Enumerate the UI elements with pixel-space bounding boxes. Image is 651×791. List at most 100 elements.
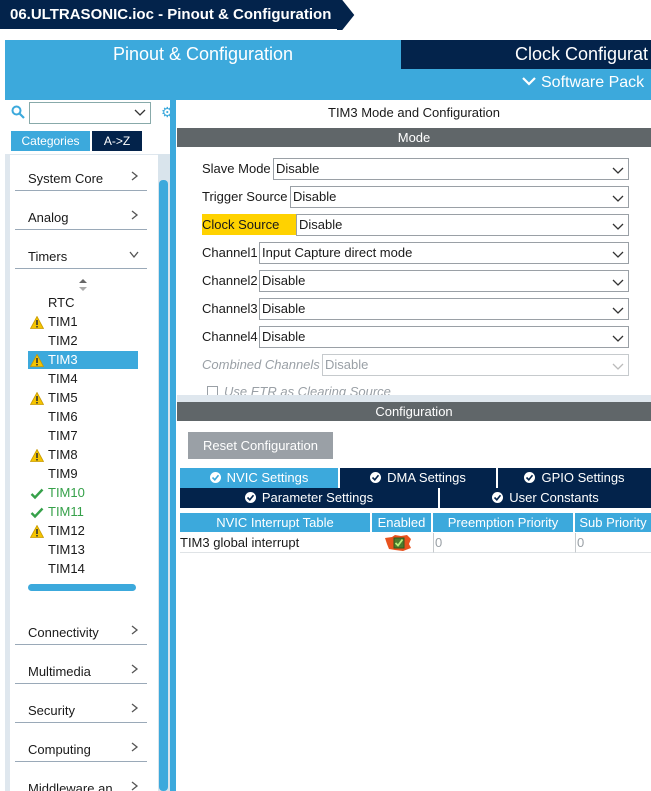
timer-label: TIM11: [48, 504, 84, 519]
channel1-row: Channel1 Input Capture direct mode: [202, 242, 629, 264]
column-header-sub-priority[interactable]: Sub Priority: [575, 513, 651, 532]
warning-icon: [30, 525, 44, 538]
timer-label: TIM14: [48, 561, 85, 576]
component-sidebar: ⚙ Categories A->Z System Core Analog Tim…: [5, 100, 175, 791]
timer-item-tim12[interactable]: TIM12: [28, 522, 138, 540]
panel-splitter[interactable]: [177, 395, 651, 402]
use-etr-checkbox: [207, 386, 218, 395]
trigger-source-row: Trigger Source Disable: [202, 186, 629, 208]
tab-categories[interactable]: Categories: [11, 131, 90, 151]
mode-settings: Slave Mode Disable Trigger Source Disabl…: [177, 147, 651, 395]
top-tab-bar: Pinout & Configuration Clock Configurat …: [5, 40, 651, 100]
timer-item-tim3[interactable]: TIM3: [28, 351, 138, 369]
software-packs-menu[interactable]: Software Pack: [522, 74, 644, 92]
timer-item-tim5[interactable]: TIM5: [28, 389, 138, 407]
column-header-preemption[interactable]: Preemption Priority: [433, 513, 573, 532]
category-label: Security: [28, 703, 75, 718]
timer-item-tim2[interactable]: TIM2: [28, 332, 138, 350]
check-circle-icon: [244, 492, 256, 503]
preemption-priority-cell[interactable]: 0: [433, 533, 575, 553]
channel4-select[interactable]: Disable: [259, 326, 629, 348]
timer-label: TIM13: [48, 542, 85, 557]
timer-item-tim13[interactable]: TIM13: [28, 541, 138, 559]
chevron-right-icon: [131, 742, 139, 752]
chevron-down-icon: [612, 363, 624, 370]
tab-user-constants[interactable]: User Constants: [440, 488, 651, 508]
title-breadcrumb-bar: 06.ULTRASONIC.ioc - Pinout & Configurati…: [0, 0, 651, 32]
category-system-core[interactable]: System Core: [15, 165, 147, 191]
timer-item-tim6[interactable]: TIM6: [28, 408, 138, 426]
timer-item-tim4[interactable]: TIM4: [28, 370, 138, 388]
timer-item-tim11[interactable]: TIM11: [28, 503, 138, 521]
chevron-down-icon: [612, 279, 624, 286]
timer-label: TIM4: [48, 371, 78, 386]
timer-label: TIM10: [48, 485, 85, 500]
search-icon[interactable]: [11, 105, 25, 119]
breadcrumb-current-file[interactable]: 06.ULTRASONIC.ioc - Pinout & Configurati…: [0, 0, 337, 29]
category-label: Connectivity: [28, 625, 99, 640]
timer-label: TIM12: [48, 523, 85, 538]
chevron-down-icon: [612, 223, 624, 230]
timer-item-tim7[interactable]: TIM7: [28, 427, 138, 445]
category-computing[interactable]: Computing: [15, 736, 147, 762]
timer-label: RTC: [48, 295, 75, 310]
timer-item-rtc[interactable]: RTC: [28, 294, 138, 312]
sub-priority-cell[interactable]: 0: [575, 533, 651, 553]
tab-pinout-configuration[interactable]: Pinout & Configuration: [112, 44, 294, 64]
clock-source-select[interactable]: Disable: [296, 214, 629, 236]
chevron-right-icon: [131, 664, 139, 674]
enabled-checkbox[interactable]: [385, 535, 411, 551]
timer-item-tim14[interactable]: TIM14: [28, 560, 138, 578]
sort-icon[interactable]: [77, 278, 89, 292]
channel2-select[interactable]: Disable: [259, 270, 629, 292]
clock-source-row: Clock Source Disable: [202, 214, 629, 236]
check-circle-icon: [370, 472, 382, 483]
channel4-row: Channel4 Disable: [202, 326, 629, 348]
slave-mode-select[interactable]: Disable: [273, 158, 629, 180]
tab-nvic-settings[interactable]: NVIC Settings: [180, 468, 338, 488]
sidebar-divider[interactable]: [170, 100, 176, 791]
use-etr-checkbox-row: Use ETR as Clearing Source: [207, 384, 391, 395]
category-connectivity[interactable]: Connectivity: [15, 619, 147, 645]
checkmark-icon: [30, 488, 44, 500]
channel1-select[interactable]: Input Capture direct mode: [259, 242, 629, 264]
chevron-down-icon: [134, 109, 146, 116]
sidebar-vertical-scrollbar[interactable]: [158, 154, 170, 791]
timer-item-tim10[interactable]: TIM10: [28, 484, 138, 502]
field-label-highlighted: Clock Source: [202, 214, 296, 235]
tab-dma-settings[interactable]: DMA Settings: [340, 468, 496, 488]
warning-icon: [30, 449, 44, 462]
tab-clock-configuration[interactable]: Clock Configurat: [401, 40, 651, 69]
chevron-down-icon: [129, 251, 139, 259]
tab-a-to-z[interactable]: A->Z: [92, 131, 142, 151]
category-timers[interactable]: Timers: [15, 243, 147, 269]
warning-icon: [30, 316, 44, 329]
search-combobox[interactable]: [29, 102, 151, 124]
column-header-interrupt[interactable]: NVIC Interrupt Table: [180, 513, 370, 532]
column-header-enabled[interactable]: Enabled: [372, 513, 431, 532]
combined-channels-row: Combined Channels Disable: [202, 354, 629, 376]
category-middleware[interactable]: Middleware an: [15, 775, 147, 791]
field-label: Channel4: [202, 329, 258, 344]
sidebar-horizontal-scrollbar[interactable]: [28, 584, 136, 591]
category-analog[interactable]: Analog: [15, 204, 147, 230]
chevron-right-icon: [131, 703, 139, 713]
panel-title: TIM3 Mode and Configuration: [328, 105, 500, 120]
scrollbar-thumb[interactable]: [159, 180, 168, 791]
reset-configuration-button[interactable]: Reset Configuration: [188, 432, 333, 459]
chevron-down-icon: [612, 251, 624, 258]
select-value: Disable: [262, 329, 306, 344]
tab-parameter-settings[interactable]: Parameter Settings: [180, 488, 438, 508]
category-multimedia[interactable]: Multimedia: [15, 658, 147, 684]
timer-label: TIM5: [48, 390, 78, 405]
tab-gpio-settings[interactable]: GPIO Settings: [498, 468, 651, 488]
timer-label: TIM3: [48, 352, 78, 367]
timer-item-tim9[interactable]: TIM9: [28, 465, 138, 483]
trigger-source-select[interactable]: Disable: [290, 186, 629, 208]
category-security[interactable]: Security: [15, 697, 147, 723]
timer-item-tim8[interactable]: TIM8: [28, 446, 138, 464]
interrupt-name-cell: TIM3 global interrupt: [180, 533, 372, 553]
select-value: Disable: [293, 189, 337, 204]
channel3-select[interactable]: Disable: [259, 298, 629, 320]
timer-item-tim1[interactable]: TIM1: [28, 313, 138, 331]
